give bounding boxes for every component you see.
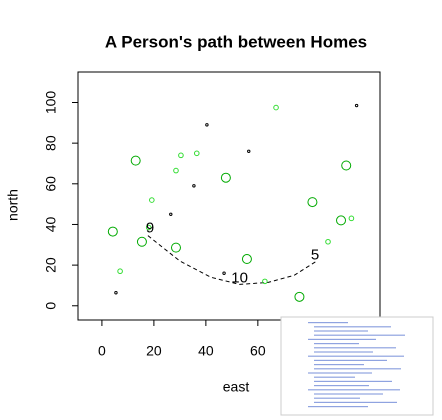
point (222, 271, 226, 275)
x-tick-label: 20 (146, 343, 162, 359)
annotation: 9 (146, 219, 154, 236)
code-line (314, 385, 369, 387)
point (273, 104, 279, 111)
point (178, 152, 184, 159)
point (107, 226, 118, 237)
y-tick-label: 40 (43, 216, 59, 232)
point (354, 103, 359, 108)
code-line (314, 380, 392, 382)
point (336, 215, 347, 226)
point (325, 238, 331, 245)
point (307, 197, 318, 208)
point (241, 254, 252, 265)
point (136, 236, 147, 247)
annotation: 5 (311, 247, 319, 264)
code-line (314, 326, 391, 328)
code-line (308, 389, 400, 391)
code-line (308, 355, 404, 357)
point (117, 268, 123, 275)
point (170, 242, 181, 253)
point (262, 278, 268, 285)
code-line (308, 338, 376, 340)
thumbnail-frame (280, 316, 434, 416)
point (193, 150, 200, 157)
x-tick-label: 60 (250, 343, 266, 359)
y-tick-label: 100 (43, 91, 59, 115)
code-line (314, 359, 387, 361)
x-tick-label: 0 (98, 343, 106, 359)
plot-frame (77, 71, 381, 321)
code-line (314, 376, 355, 378)
point (294, 291, 305, 302)
point (348, 215, 355, 222)
point (247, 149, 251, 153)
point (145, 224, 152, 231)
code-line (314, 343, 359, 345)
code-line (314, 330, 368, 332)
point (169, 212, 173, 216)
code-lines (308, 322, 405, 408)
code-line (308, 372, 372, 374)
code-line (314, 397, 360, 399)
code-line (314, 347, 396, 349)
point (173, 167, 179, 174)
x-axis-label: east (223, 379, 250, 395)
code-line (314, 351, 373, 353)
path-line (147, 235, 317, 285)
point (205, 123, 209, 127)
annotation: 10 (231, 270, 248, 287)
point (149, 197, 155, 203)
chart-title: A Person's path between Homes (105, 32, 367, 51)
point (114, 291, 118, 295)
y-tick-label: 0 (43, 302, 59, 310)
y-tick-label: 20 (43, 257, 59, 273)
y-axis-label: north (5, 189, 21, 221)
code-line (314, 401, 397, 403)
code-line (308, 406, 368, 408)
code-line (314, 368, 401, 370)
code-line (314, 393, 383, 395)
point (220, 172, 231, 183)
point (341, 160, 352, 171)
x-tick-label: 40 (198, 343, 214, 359)
code-thumbnail (280, 316, 434, 416)
y-tick-label: 60 (43, 176, 59, 192)
code-line (314, 334, 405, 336)
y-tick-label: 80 (43, 135, 59, 151)
point (130, 155, 141, 166)
code-line (314, 364, 364, 366)
point (192, 184, 196, 188)
code-line (308, 322, 348, 324)
